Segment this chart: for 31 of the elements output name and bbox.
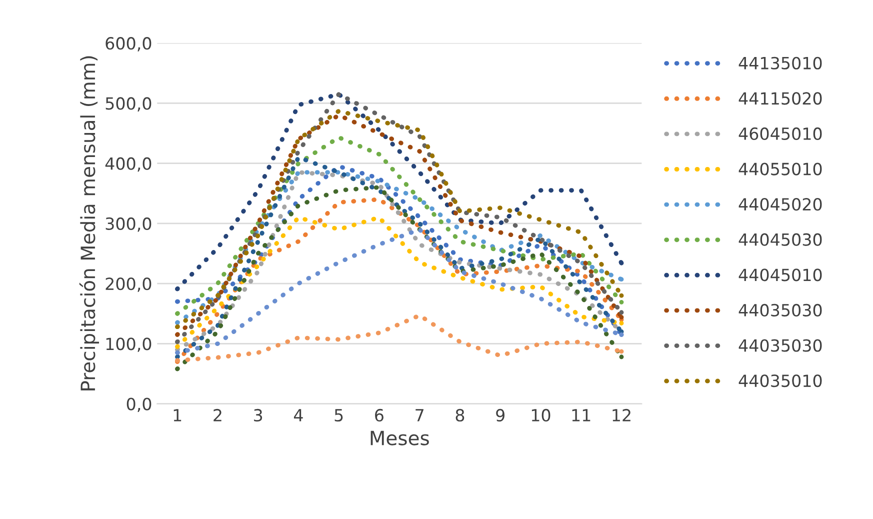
y-tick-label: 200,0 (106, 278, 152, 292)
x-tick-label: 4 (294, 409, 303, 422)
legend-label: 44045020 (738, 198, 822, 211)
x-tick-label: 6 (375, 408, 384, 422)
x-tick-label: 1 (174, 409, 182, 422)
legend-label: 44035030 (738, 304, 822, 317)
x-tick-label: 3 (254, 408, 262, 422)
y-tick-label: 600,0 (106, 37, 152, 52)
x-tick-label: 5 (334, 409, 343, 422)
legend-label: 44135010 (738, 56, 822, 70)
legend-label: 46045010 (738, 127, 822, 140)
x-tick-label: 10 (532, 408, 550, 422)
legend-label: 44045010 (738, 268, 822, 282)
y-tick-label: 0,0 (126, 398, 152, 412)
legend-label: 44035010 (738, 374, 822, 388)
x-tick-label: 11 (572, 409, 590, 422)
x-tick-label: 7 (416, 409, 424, 422)
y-tick-label: 300,0 (106, 217, 152, 232)
y-axis-title: Precipitación Media mensual (mm) (79, 56, 100, 390)
y-tick-label: 500,0 (106, 97, 152, 112)
legend-label: 44115020 (738, 92, 822, 105)
x-tick-label: 9 (496, 408, 504, 422)
x-tick-label: 8 (456, 408, 464, 422)
x-tick-label: 12 (612, 408, 630, 422)
y-tick-label: 400,0 (105, 157, 152, 172)
y-tick-label: 100,0 (106, 338, 152, 352)
legend-label: 44035030 (738, 339, 822, 352)
legend-label: 44045030 (738, 233, 822, 246)
legend-label: 44055010 (738, 162, 822, 176)
x-tick-label: 2 (214, 408, 222, 422)
x-axis-title: Meses (370, 430, 429, 446)
